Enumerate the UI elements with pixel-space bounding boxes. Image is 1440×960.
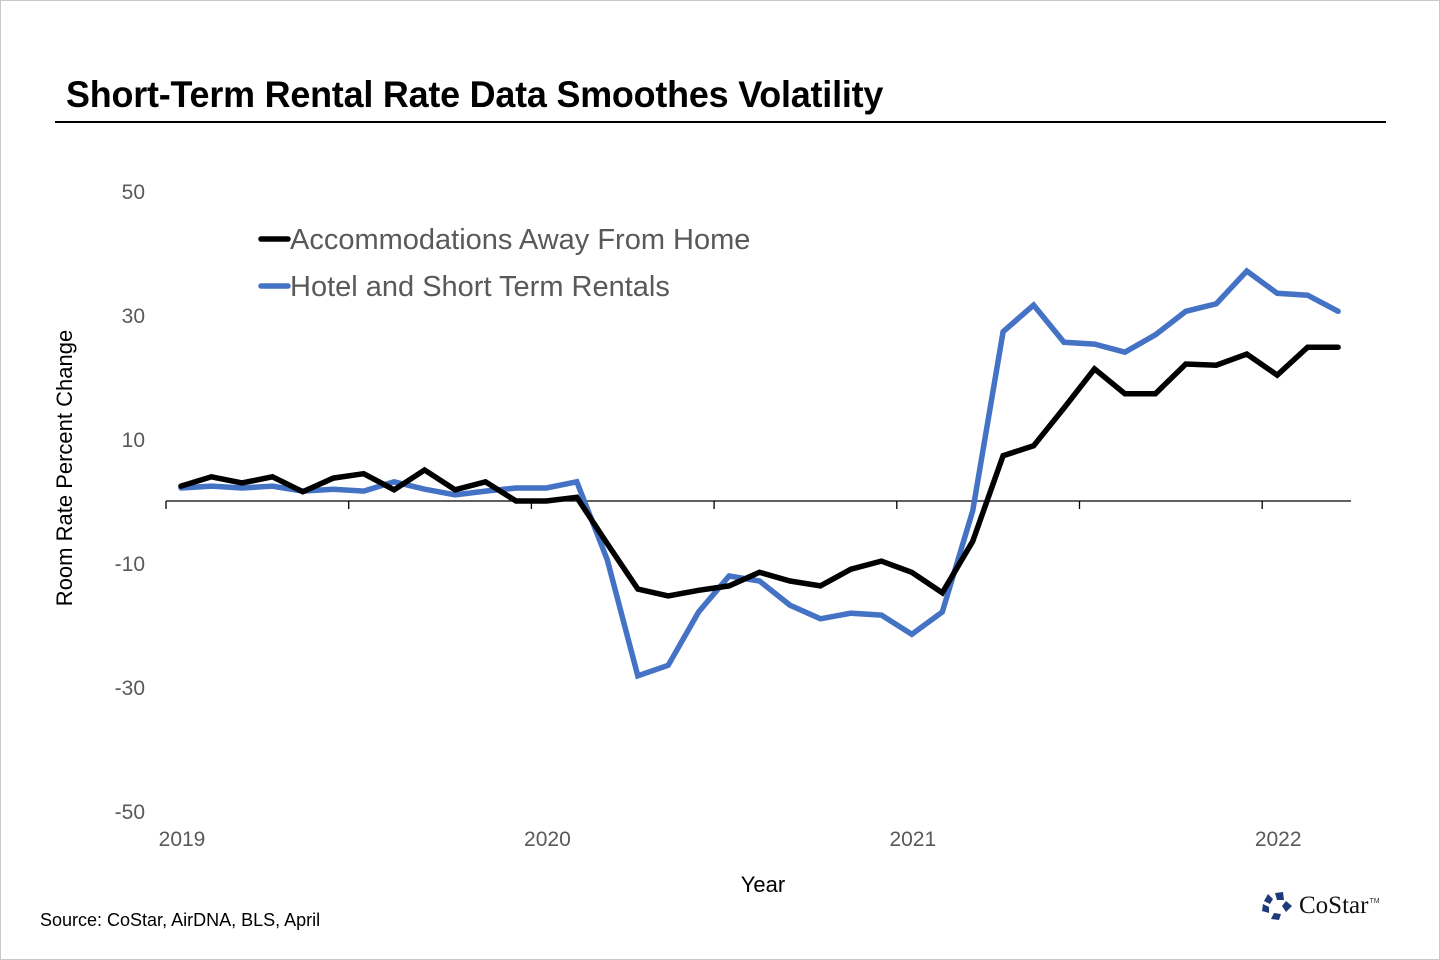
series-lines xyxy=(178,267,1341,680)
y-tick-label: 50 xyxy=(122,181,145,204)
y-tick-label: -50 xyxy=(115,801,145,824)
y-tick-label: 10 xyxy=(122,429,145,452)
title-rule xyxy=(55,121,1386,123)
y-tick-label: 30 xyxy=(122,305,145,328)
x-tick-label: 2022 xyxy=(1255,828,1302,851)
costar-logo: CoStar TM xyxy=(1260,891,1380,921)
logo-trademark: TM xyxy=(1369,897,1380,905)
x-axis xyxy=(165,500,1351,509)
y-axis-ticks: 50 30 10 -10 -30 -50 xyxy=(115,181,145,824)
x-tick-label: 2021 xyxy=(889,828,936,851)
legend-label: Hotel and Short Term Rentals xyxy=(290,271,670,303)
legend: Accommodations Away From Home Hotel and S… xyxy=(258,224,750,303)
source-note: Source: CoStar, AirDNA, BLS, April xyxy=(40,910,321,930)
y-tick-label: -10 xyxy=(115,553,145,576)
y-tick-label: -30 xyxy=(115,677,145,700)
x-tick-label: 2020 xyxy=(524,828,571,851)
series-line-accommodations xyxy=(178,344,1341,599)
chart-title: Short-Term Rental Rate Data Smoothes Vol… xyxy=(66,74,884,115)
series-line-hotel-str xyxy=(178,267,1341,680)
legend-label: Accommodations Away From Home xyxy=(290,224,750,256)
logo-text: CoStar xyxy=(1299,892,1369,919)
x-tick-label: 2019 xyxy=(159,828,206,851)
costar-star-icon xyxy=(1262,892,1292,920)
x-axis-title: Year xyxy=(741,872,785,897)
x-axis-labels: 2019 2020 2021 2022 xyxy=(159,828,1302,851)
y-axis-title: Room Rate Percent Change xyxy=(52,330,77,606)
